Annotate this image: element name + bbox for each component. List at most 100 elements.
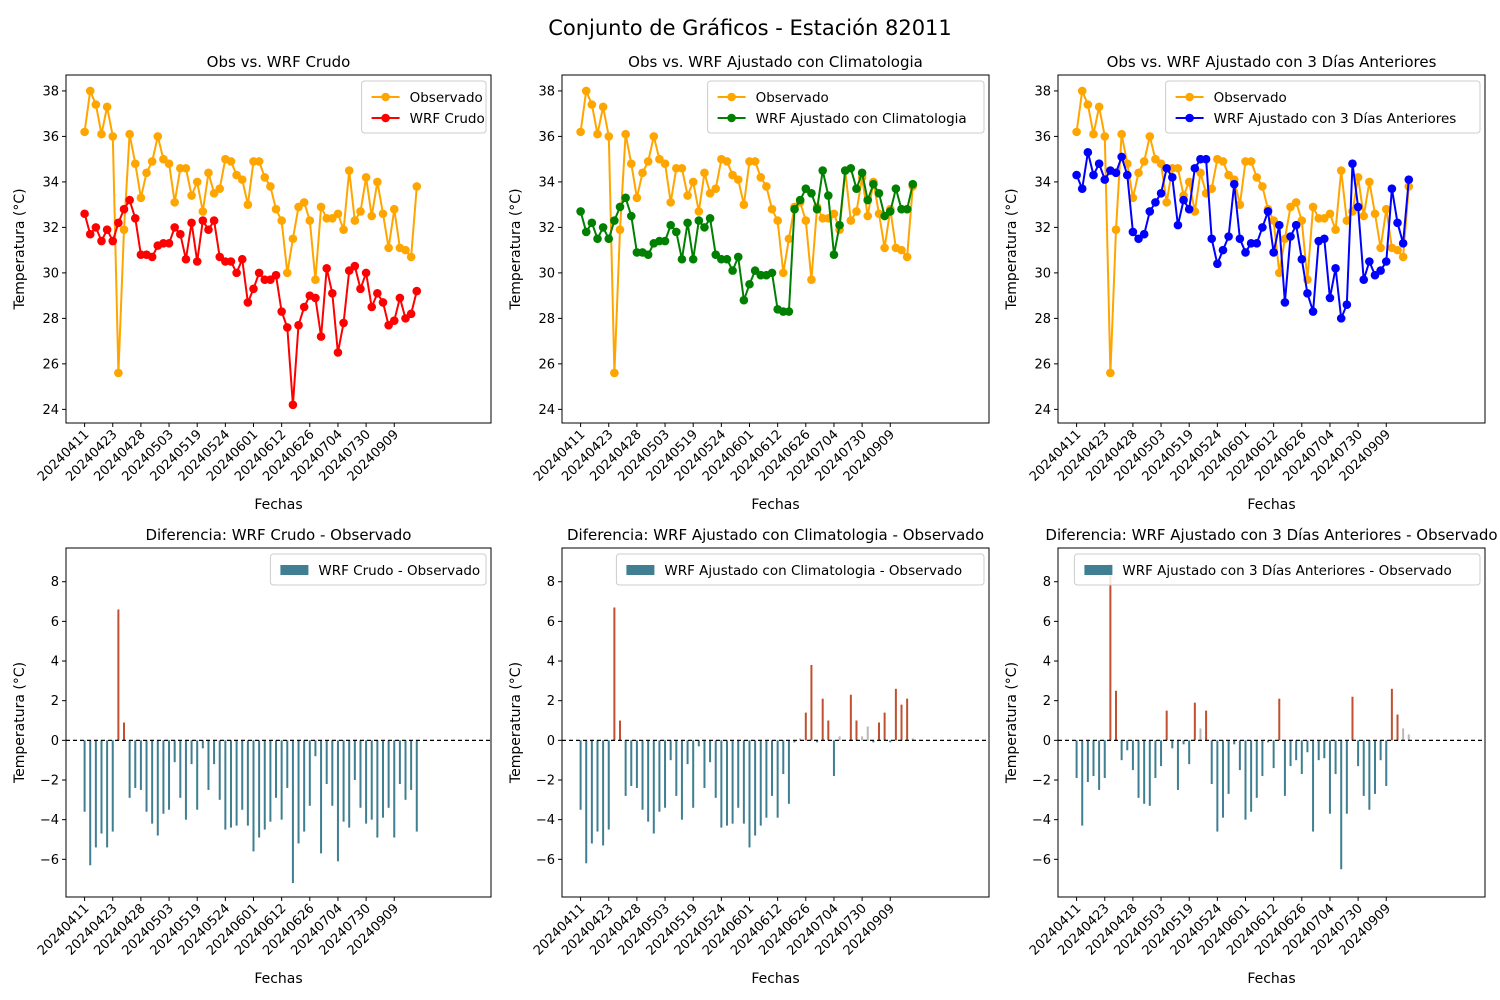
data-point — [1190, 163, 1200, 173]
data-point — [1089, 170, 1098, 180]
bar — [754, 740, 757, 836]
bar — [782, 740, 785, 775]
y-tick-label: 8 — [547, 575, 555, 590]
data-point — [114, 368, 123, 378]
legend: Observado WRF Ajustado con 3 Días Anterio… — [1165, 80, 1481, 134]
data-point — [846, 163, 856, 173]
bar — [1390, 688, 1393, 741]
bar — [1306, 740, 1309, 753]
bar — [635, 740, 638, 788]
data-point — [739, 295, 749, 305]
legend-frame — [361, 80, 487, 134]
data-point — [1117, 129, 1126, 139]
bar — [630, 740, 633, 786]
data-point — [790, 204, 799, 214]
data-point — [615, 225, 625, 234]
bar — [1334, 740, 1337, 775]
data-point — [170, 223, 179, 232]
bar — [1086, 740, 1089, 782]
bar — [100, 740, 103, 834]
data-point — [1111, 225, 1121, 234]
data-point — [1398, 239, 1408, 248]
data-point — [1353, 173, 1363, 182]
y-tick-label: −4 — [40, 813, 59, 828]
data-point — [852, 184, 861, 194]
data-point — [767, 268, 777, 278]
data-point — [1336, 314, 1346, 323]
data-point — [389, 316, 399, 325]
y-tick-label: 34 — [538, 175, 555, 190]
data-point — [412, 286, 422, 296]
data-point — [863, 211, 873, 221]
data-point — [204, 168, 213, 178]
data-point — [373, 289, 382, 298]
axes-frame — [1057, 547, 1486, 898]
bar — [314, 740, 317, 757]
data-point — [198, 216, 208, 225]
bar — [793, 740, 796, 743]
data-point — [164, 239, 174, 248]
data-point — [277, 307, 286, 316]
data-point — [762, 182, 771, 191]
bar — [376, 740, 379, 838]
data-point — [1156, 188, 1166, 198]
data-point — [773, 216, 782, 225]
data-point — [389, 204, 399, 214]
data-point — [1331, 225, 1340, 234]
y-tick-label: 24 — [1034, 403, 1051, 418]
bar — [303, 740, 306, 832]
axes-title: Obs vs. WRF Ajustado con 3 Días Anterior… — [1107, 53, 1437, 71]
data-point — [260, 173, 270, 182]
data-point — [576, 127, 585, 137]
data-point — [119, 225, 129, 234]
bar — [325, 740, 328, 784]
y-tick-label: 34 — [1034, 175, 1051, 190]
bar — [714, 740, 717, 798]
data-point — [226, 257, 236, 266]
bar — [365, 740, 368, 824]
bar — [359, 740, 362, 808]
bar — [415, 740, 418, 832]
data-point — [328, 289, 337, 298]
data-point — [339, 318, 348, 328]
bar — [692, 740, 695, 808]
bar — [861, 736, 864, 741]
bar — [658, 740, 661, 812]
axes-panel-2: Obs vs. WRF Ajustado con Climatologia 24 2… — [508, 53, 990, 513]
bar — [607, 740, 610, 830]
bar — [1182, 740, 1185, 745]
bar — [894, 688, 897, 741]
data-point — [1201, 154, 1211, 164]
bar — [196, 740, 199, 810]
data-point — [598, 223, 608, 232]
bar — [184, 740, 187, 820]
data-point — [406, 252, 416, 262]
bar — [1137, 740, 1140, 798]
y-tick-label: 8 — [1043, 575, 1051, 590]
bar — [297, 740, 300, 844]
y-axis-label: Temperatura (°C) — [12, 662, 28, 784]
bar — [1362, 740, 1365, 796]
series-wrf-clima — [576, 163, 918, 316]
bar — [252, 740, 255, 852]
bar — [799, 738, 802, 741]
data-point — [581, 86, 591, 96]
data-point — [700, 168, 709, 178]
bar — [89, 740, 92, 866]
bar — [94, 740, 97, 848]
axes-panel-6: Diferencia: WRF Ajustado con 3 Días Ante… — [1004, 526, 1498, 987]
bar — [832, 740, 835, 777]
y-axis-label: Temperatura (°C) — [12, 188, 28, 310]
bar — [291, 740, 294, 884]
data-point — [683, 191, 692, 200]
data-point — [243, 200, 253, 209]
data-point — [1308, 307, 1318, 316]
data-point — [863, 195, 873, 205]
data-point — [1128, 227, 1138, 237]
y-tick-label: 34 — [42, 175, 59, 190]
bar — [900, 704, 903, 741]
data-point — [1381, 257, 1391, 266]
bar — [1368, 740, 1371, 810]
bar — [1171, 740, 1174, 749]
bar — [123, 722, 126, 741]
